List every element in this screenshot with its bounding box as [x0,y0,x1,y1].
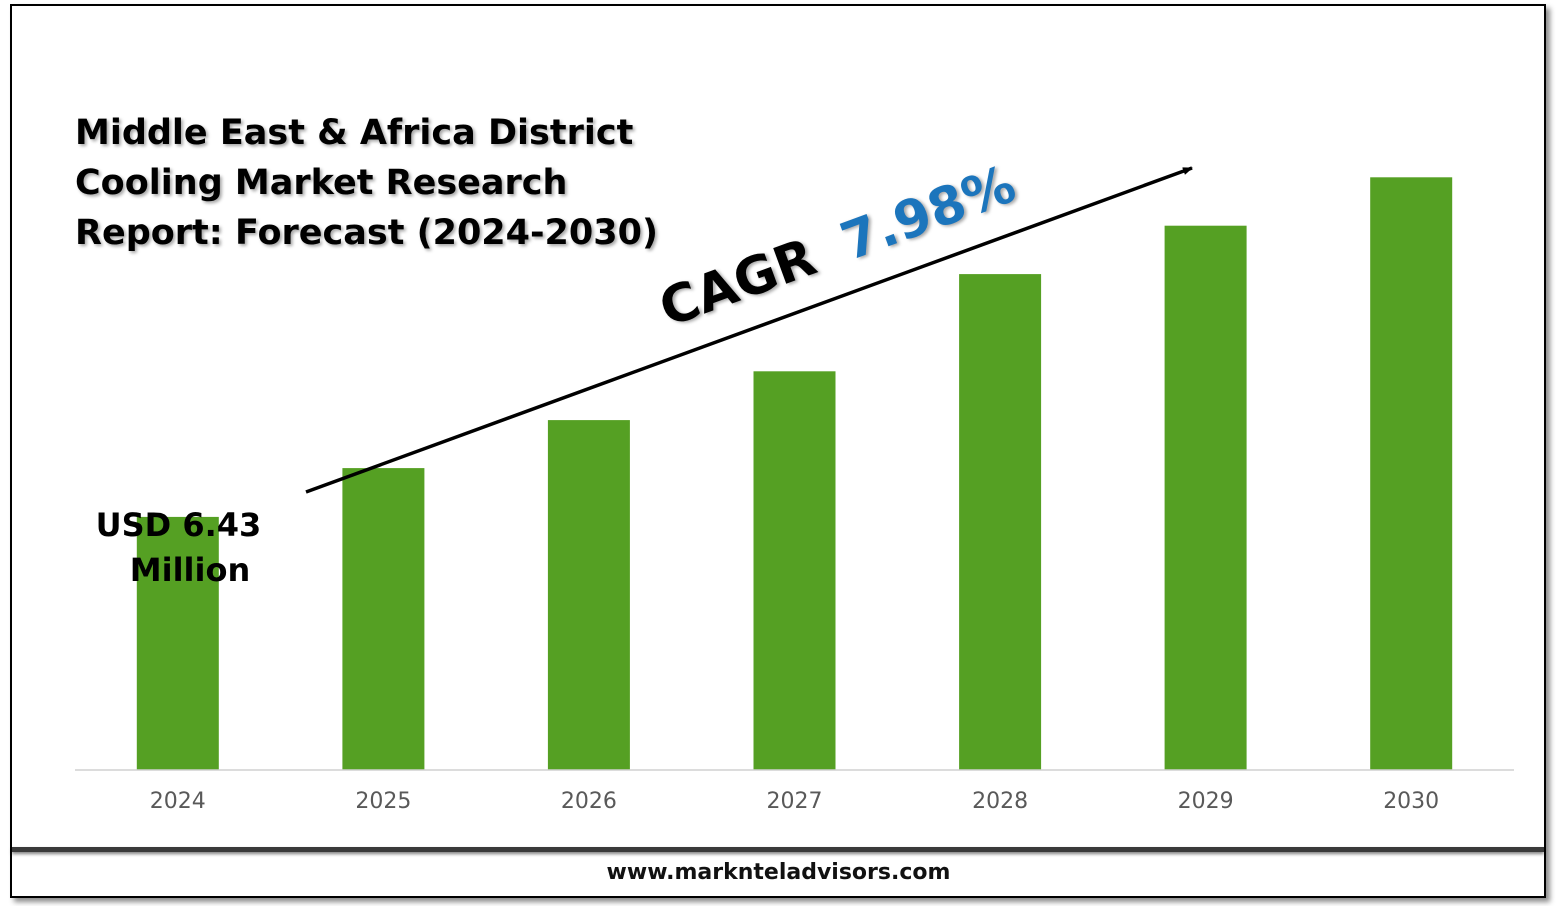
footer-divider [12,847,1544,852]
x-tick-label-2027: 2027 [767,789,823,814]
bars-layer [136,177,1453,771]
x-tick-label-2025: 2025 [355,789,411,814]
cagr-label: CAGR [652,227,824,339]
x-tick-label-2029: 2029 [1178,789,1234,814]
first-bar-value-line-1: USD 6.43 [96,506,262,544]
x-tick-label-2030: 2030 [1383,789,1439,814]
cagr-value: 7.98% [833,154,1023,272]
bar-2029 [1164,225,1247,770]
bar-2025 [342,468,425,770]
x-tick-labels: 2024 2025 2026 2027 2028 2029 2030 [150,789,1439,814]
x-tick-label-2028: 2028 [972,789,1028,814]
first-bar-value-label: USD 6.43 Million [96,506,273,589]
bar-2026 [547,420,630,770]
x-tick-label-2024: 2024 [150,789,206,814]
chart-title-line-2: Cooling Market Research [75,163,568,203]
bar-2030 [1370,177,1453,771]
bar-2028 [959,274,1042,770]
bar-2024 [136,516,219,770]
first-bar-value-line-2: Million [130,551,250,589]
chart-title-line-3: Report: Forecast (2024-2030) [75,213,658,253]
trend-arrow [305,166,1193,494]
bar-2027 [753,371,836,770]
website-link[interactable]: www.marknteladvisors.com [606,860,951,885]
x-tick-label-2026: 2026 [561,789,617,814]
chart-title: Middle East & Africa District Cooling Ma… [75,108,715,258]
chart-title-line-1: Middle East & Africa District [75,113,634,153]
